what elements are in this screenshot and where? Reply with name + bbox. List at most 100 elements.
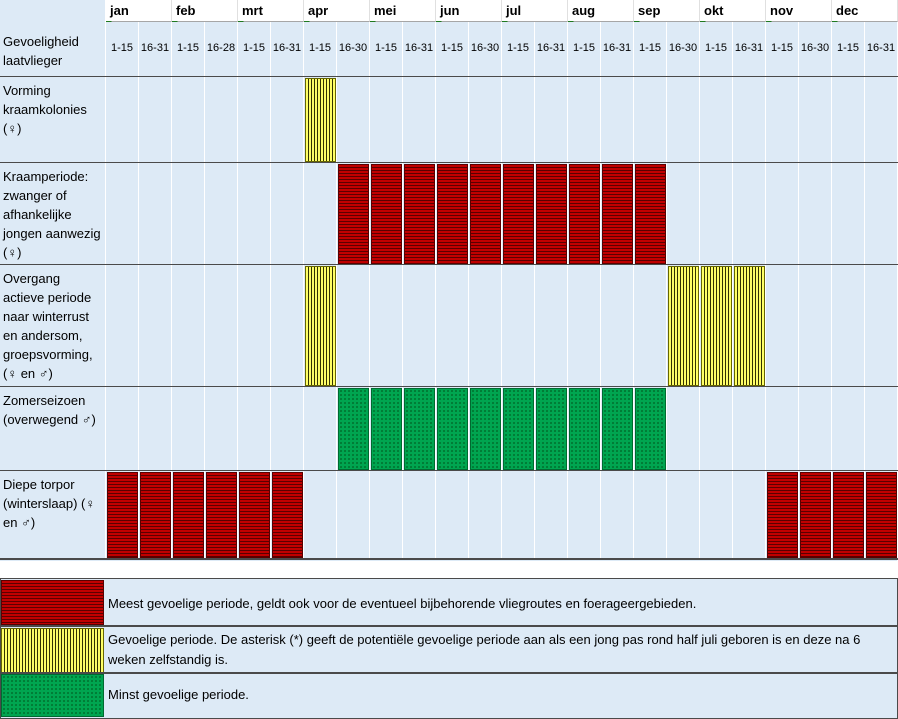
sensitivity-calendar: Gevoeligheid laatvlieger jan feb mrt apr mei j… (0, 0, 898, 562)
period-cell (535, 77, 568, 163)
sensitivity-red-cell (437, 164, 468, 264)
half-month-header: 1-15 (634, 22, 667, 77)
period-cell (601, 471, 634, 559)
row-label: Kraamperiode: zwanger of afhankelijke jo… (0, 163, 106, 265)
half-month-header: 1-15 (304, 22, 337, 77)
period-cell (403, 265, 436, 387)
sensitivity-red-cell (833, 472, 864, 558)
month-header: mei (370, 0, 436, 27)
period-cell (799, 387, 832, 471)
period-cell (403, 77, 436, 163)
sensitivity-yellow-cell (305, 266, 336, 386)
sensitivity-green-cell (470, 388, 501, 470)
month-header: jul (502, 0, 568, 27)
legend-text-yellow: Gevoelige periode. De asterisk (*) geeft… (108, 632, 861, 667)
period-cell (502, 77, 535, 163)
period-cell (667, 77, 700, 163)
half-month-header: 1-15 (172, 22, 205, 77)
sensitivity-red-cell (404, 164, 435, 264)
legend-divider (0, 672, 898, 674)
period-cell (403, 471, 436, 559)
period-cell (667, 163, 700, 265)
sensitivity-green-cell (437, 388, 468, 470)
sensitivity-red-cell (866, 472, 897, 558)
period-cell (304, 387, 337, 471)
period-cell (667, 471, 700, 559)
period-cell (304, 163, 337, 265)
row-label: Overgang actieve periode naar winterrust… (0, 265, 106, 387)
period-cell (733, 163, 766, 265)
period-cell (139, 387, 172, 471)
legend-text-green: Minst gevoelige periode. (108, 687, 249, 702)
sensitivity-green-cell (404, 388, 435, 470)
period-cell (139, 265, 172, 387)
sensitivity-red-cell (173, 472, 204, 558)
period-cell (436, 471, 469, 559)
sensitivity-red-cell (140, 472, 171, 558)
sensitivity-green-cell (569, 388, 600, 470)
period-cell (568, 471, 601, 559)
sensitivity-green-cell (635, 388, 666, 470)
period-cell (601, 77, 634, 163)
half-month-header: 1-15 (700, 22, 733, 77)
month-header: jan (106, 0, 172, 27)
half-month-header: 1-15 (832, 22, 865, 77)
period-cell (502, 471, 535, 559)
period-cell (337, 77, 370, 163)
period-cell (172, 265, 205, 387)
period-cell (106, 77, 139, 163)
half-month-header: 16-31 (535, 22, 568, 77)
period-cell (535, 471, 568, 559)
period-cell (271, 77, 304, 163)
period-cell (832, 387, 865, 471)
sensitivity-yellow-cell (668, 266, 699, 386)
period-cell (436, 265, 469, 387)
half-month-header: 1-15 (766, 22, 799, 77)
sensitivity-green-cell (371, 388, 402, 470)
period-cell (601, 265, 634, 387)
month-header: dec (832, 0, 898, 27)
half-month-header: 16-30 (667, 22, 700, 77)
period-cell (832, 163, 865, 265)
period-cell (502, 265, 535, 387)
sensitivity-red-cell (470, 164, 501, 264)
sensitivity-red-cell (371, 164, 402, 264)
period-cell (535, 265, 568, 387)
period-cell (106, 163, 139, 265)
period-cell (865, 77, 898, 163)
period-cell (370, 471, 403, 559)
month-header: sep (634, 0, 700, 27)
legend-text-red: Meest gevoelige periode, geldt ook voor … (108, 596, 697, 611)
period-cell (832, 265, 865, 387)
period-cell (799, 265, 832, 387)
month-header: jun (436, 0, 502, 27)
period-cell (799, 163, 832, 265)
month-header: okt (700, 0, 766, 27)
period-cell (733, 77, 766, 163)
period-cell (172, 77, 205, 163)
month-header: apr (304, 0, 370, 27)
period-cell (568, 77, 601, 163)
period-cell (205, 163, 238, 265)
half-month-header: 16-30 (469, 22, 502, 77)
sensitivity-green-cell (602, 388, 633, 470)
period-cell (370, 265, 403, 387)
period-cell (436, 77, 469, 163)
legend-frame (0, 578, 898, 719)
sensitivity-red-cell (602, 164, 633, 264)
half-month-header: 16-31 (403, 22, 436, 77)
period-cell (370, 77, 403, 163)
period-cell (271, 265, 304, 387)
legend-divider (0, 625, 898, 627)
sensitivity-red-cell (536, 164, 567, 264)
period-cell (700, 471, 733, 559)
period-cell (172, 163, 205, 265)
period-cell (568, 265, 601, 387)
row-label: Vorming kraamkolonies (♀) (0, 77, 106, 163)
period-cell (205, 77, 238, 163)
period-cell (139, 77, 172, 163)
period-cell (700, 77, 733, 163)
month-header: mrt (238, 0, 304, 27)
period-cell (469, 265, 502, 387)
period-cell (469, 77, 502, 163)
